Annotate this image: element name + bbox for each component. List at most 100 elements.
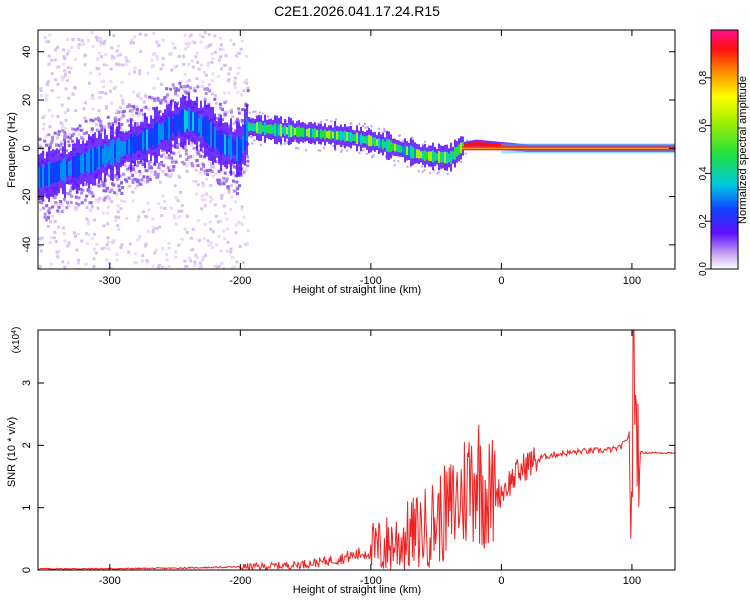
noise-point — [176, 199, 180, 203]
noise-point — [91, 94, 94, 97]
ridge-core — [460, 142, 462, 154]
ridge-core — [186, 111, 188, 129]
noise-point — [159, 206, 163, 209]
noise-point — [70, 45, 74, 49]
noise-point — [211, 57, 215, 61]
noise-point — [185, 158, 189, 162]
noise-point — [364, 126, 367, 129]
noise-point — [138, 234, 142, 238]
noise-point — [203, 71, 206, 74]
noise-point — [97, 67, 101, 71]
noise-point — [140, 178, 144, 182]
noise-point — [71, 127, 75, 131]
ridge-core — [420, 151, 422, 159]
noise-point — [211, 72, 215, 76]
noise-point — [178, 154, 182, 158]
noise-point — [228, 67, 232, 70]
noise-point — [110, 200, 114, 204]
ridge-core — [52, 162, 54, 184]
noise-point — [57, 211, 61, 215]
noise-point — [120, 192, 124, 195]
noise-point — [332, 145, 335, 147]
noise-point — [189, 236, 193, 240]
noise-point — [44, 134, 48, 138]
noise-point — [39, 208, 43, 212]
noise-point — [128, 184, 132, 188]
noise-point — [147, 159, 151, 163]
noise-point — [43, 139, 47, 143]
noise-point — [115, 49, 119, 53]
noise-point — [118, 53, 122, 57]
noise-point — [173, 216, 177, 220]
ridge-core — [210, 122, 212, 147]
noise-point — [201, 198, 205, 202]
noise-point — [246, 86, 250, 90]
noise-point — [185, 91, 189, 95]
noise-point — [47, 133, 51, 137]
y-tick-label: 0 — [21, 567, 33, 573]
ridge-core — [202, 118, 204, 137]
ridge-core — [138, 134, 140, 151]
snr-x-label: Height of straight line (km) — [293, 584, 421, 596]
noise-point — [40, 236, 44, 240]
noise-point — [53, 131, 57, 135]
noise-point — [136, 218, 140, 222]
noise-point — [196, 219, 200, 223]
noise-point — [246, 89, 250, 93]
noise-point — [295, 146, 298, 149]
ridge-core — [332, 131, 334, 139]
noise-point — [203, 87, 207, 91]
noise-point — [50, 58, 54, 62]
noise-point — [424, 140, 427, 143]
noise-point — [114, 218, 118, 222]
noise-point — [140, 259, 144, 263]
ridge-core — [370, 135, 372, 147]
noise-point — [56, 209, 60, 213]
noise-point — [225, 177, 229, 181]
noise-point — [53, 196, 57, 200]
noise-point — [102, 63, 106, 67]
ridge-core — [194, 112, 196, 133]
noise-point — [201, 258, 204, 262]
noise-point — [221, 108, 224, 112]
noise-point — [150, 65, 154, 69]
ridge-core — [500, 144, 502, 148]
ridge-core — [348, 132, 350, 142]
noise-point — [103, 125, 107, 129]
noise-point — [191, 154, 195, 158]
noise-point — [357, 129, 360, 132]
noise-point — [213, 34, 217, 38]
noise-point — [142, 100, 146, 104]
noise-point — [139, 112, 143, 116]
noise-point — [94, 251, 98, 255]
noise-point — [135, 105, 139, 109]
noise-point — [78, 124, 82, 128]
noise-point — [127, 166, 131, 170]
noise-point — [56, 82, 60, 86]
noise-point — [177, 209, 181, 213]
noise-point — [200, 207, 204, 211]
noise-point — [125, 216, 129, 220]
colorbar-tick-label: 0.0 — [698, 262, 709, 276]
noise-point — [42, 127, 46, 131]
noise-point — [226, 240, 230, 244]
y-tick-label: -20 — [21, 189, 33, 205]
noise-point — [358, 151, 361, 154]
snr-series-line — [38, 330, 675, 570]
ridge-core — [496, 143, 498, 148]
noise-point — [72, 86, 76, 89]
noise-point — [170, 68, 174, 72]
noise-point — [243, 80, 246, 84]
noise-point — [246, 155, 250, 159]
noise-point — [45, 218, 48, 222]
noise-point — [185, 231, 189, 234]
noise-point — [184, 148, 188, 152]
noise-point — [393, 164, 396, 167]
noise-point — [167, 174, 171, 178]
noise-point — [95, 182, 99, 186]
ridge-core — [442, 152, 444, 163]
noise-point — [241, 119, 245, 122]
ridge-core — [256, 122, 258, 134]
noise-point — [114, 85, 118, 89]
ridge-core — [94, 147, 96, 171]
